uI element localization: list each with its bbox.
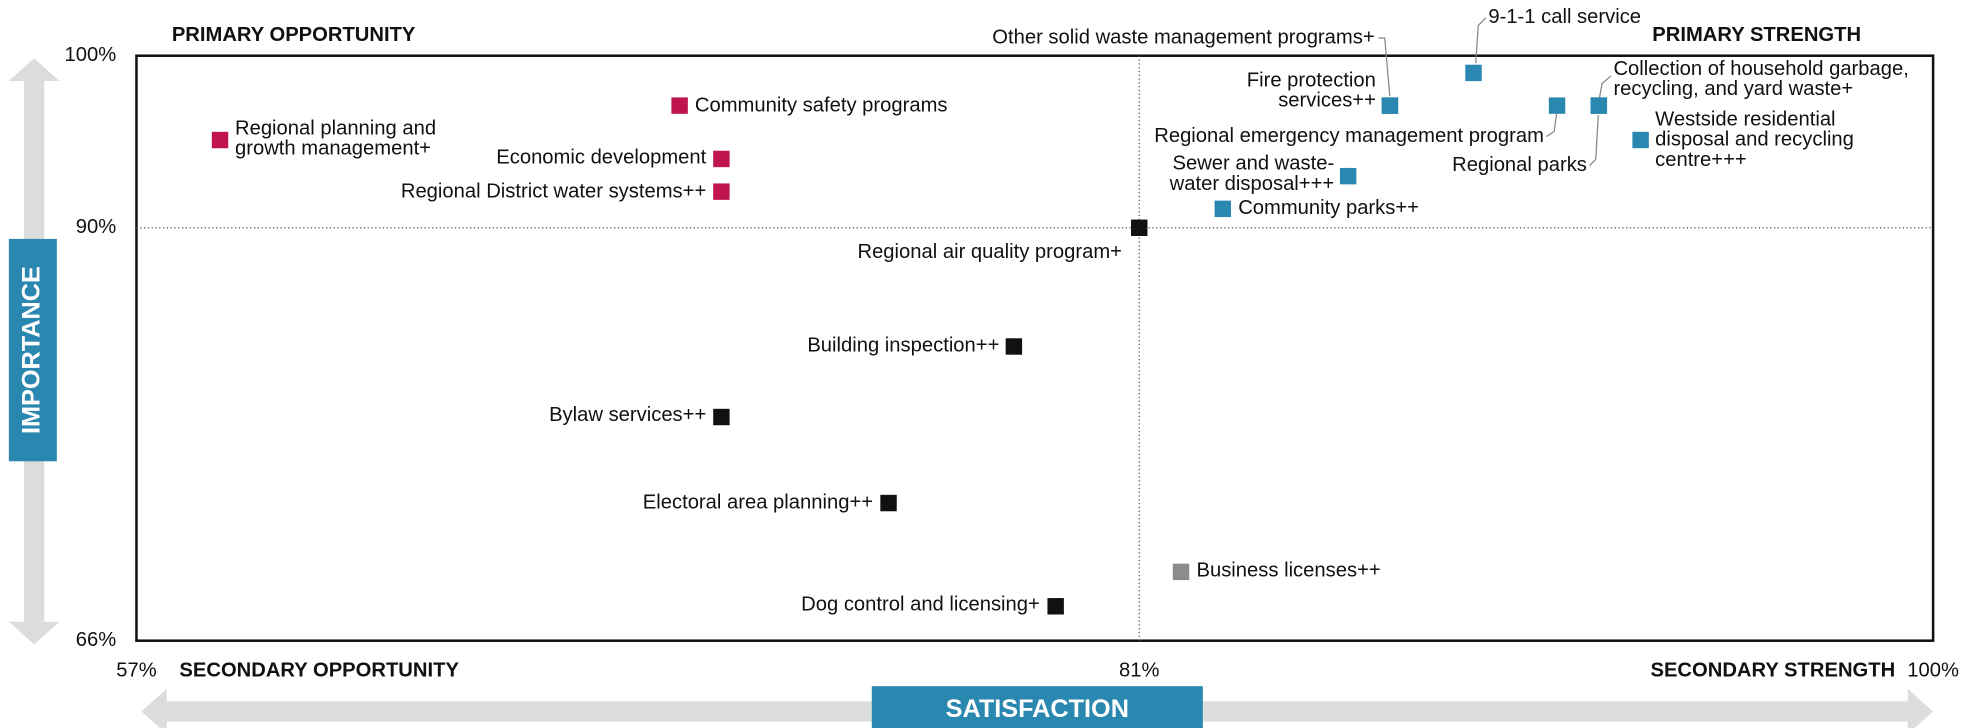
- point-label: Electoral area planning++: [643, 491, 873, 513]
- point-label: Building inspection++: [807, 335, 999, 357]
- point-label: 9-1-1 call service: [1488, 6, 1641, 28]
- leader-line: [1378, 37, 1391, 97]
- x-axis-title: SATISFACTION: [946, 695, 1129, 723]
- point-label: Sewer and waste-: [1172, 153, 1334, 175]
- point-label: Westside residential: [1655, 108, 1835, 130]
- y-axis-title: IMPORTANCE: [18, 266, 46, 434]
- x-tick-label: 81%: [1119, 659, 1159, 681]
- leader-line: [1546, 113, 1558, 138]
- point-label: Community safety programs: [695, 95, 948, 117]
- point: [211, 131, 229, 149]
- plot-frame: [135, 54, 1935, 642]
- point-label: services++: [1278, 90, 1376, 112]
- y-tick-label: 90%: [76, 216, 116, 238]
- quadrant-label: PRIMARY OPPORTUNITY: [172, 24, 416, 46]
- point-label: Regional District water systems++: [401, 181, 706, 203]
- point-label: Business licenses++: [1196, 560, 1380, 582]
- point-label: Fire protection: [1247, 69, 1376, 91]
- point: [880, 494, 897, 512]
- point: [1548, 97, 1566, 114]
- point-label: Bylaw services++: [549, 404, 706, 426]
- point-label: disposal and recycling: [1655, 129, 1854, 151]
- leader-line: [1588, 115, 1599, 167]
- y-axis-title-box: [8, 238, 57, 462]
- point-label: Other solid waste management programs+: [992, 26, 1374, 48]
- point-label: Dog control and licensing+: [801, 594, 1040, 616]
- point: [1590, 97, 1608, 114]
- point-label: Collection of household garbage,: [1613, 58, 1908, 80]
- point-label: centre+++: [1655, 149, 1747, 171]
- point: [671, 97, 688, 114]
- quadrant-label: SECONDARY OPPORTUNITY: [179, 659, 459, 681]
- point: [1465, 64, 1482, 82]
- y-tick-label: 66%: [76, 629, 116, 651]
- point: [1047, 598, 1064, 615]
- point-label: growth management+: [235, 138, 431, 160]
- point-label: recycling, and yard waste+: [1613, 78, 1853, 100]
- point-label: Regional parks: [1452, 154, 1587, 176]
- point: [713, 183, 730, 200]
- y-tick-label: 100%: [65, 44, 117, 66]
- point: [713, 408, 730, 426]
- point-label: Regional emergency management program: [1154, 125, 1544, 147]
- quadrant-label: PRIMARY STRENGTH: [1652, 24, 1861, 46]
- x-tick-label: 100%: [1907, 659, 1959, 681]
- point: [1339, 167, 1357, 185]
- leader-line: [1598, 75, 1612, 98]
- point: [1172, 563, 1190, 581]
- point: [1381, 97, 1399, 114]
- point: [1131, 219, 1148, 236]
- leader-line: [1475, 17, 1487, 64]
- point-label: Regional air quality program+: [857, 241, 1121, 263]
- point: [1005, 338, 1023, 355]
- point-label: Economic development: [496, 146, 706, 168]
- quadrant-label: SECONDARY STRENGTH: [1650, 659, 1895, 681]
- x-tick-label: 57%: [116, 659, 156, 681]
- point-label: Community parks++: [1238, 197, 1419, 219]
- point-label: water disposal+++: [1169, 173, 1335, 195]
- point-label: Regional planning and: [235, 117, 436, 139]
- point: [1214, 200, 1232, 218]
- x-axis-title-box: [871, 686, 1203, 728]
- point: [713, 150, 730, 168]
- point: [1632, 131, 1649, 149]
